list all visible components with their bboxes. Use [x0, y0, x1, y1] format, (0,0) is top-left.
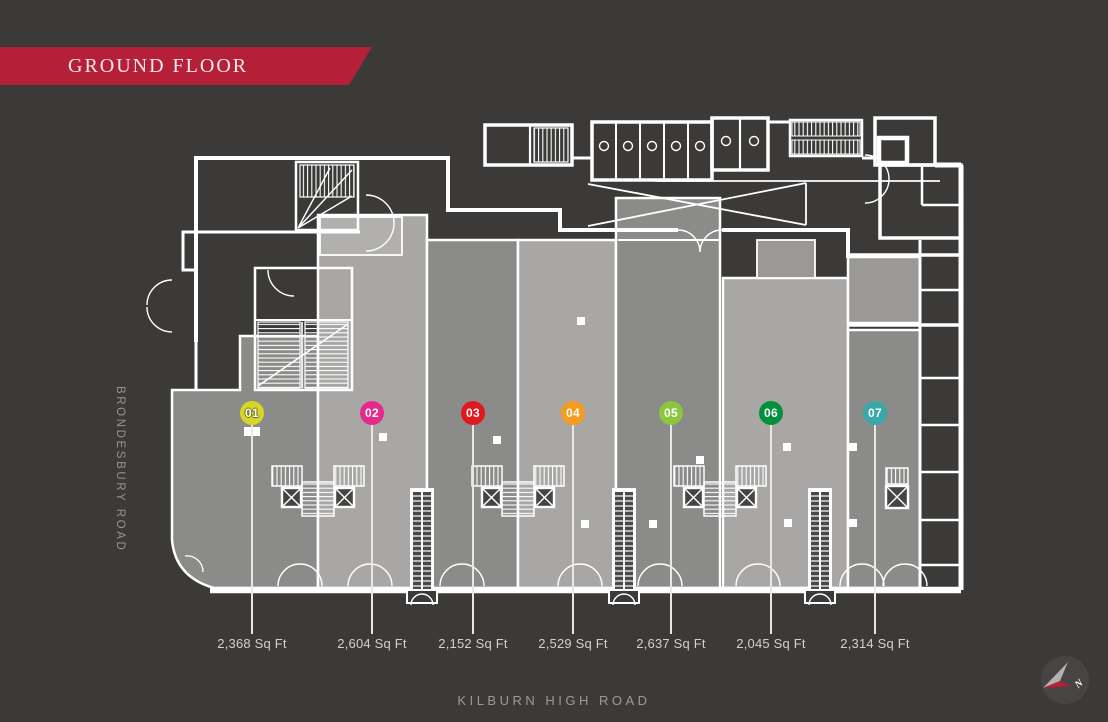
unit-number: 02 [365, 406, 379, 420]
compass-icon: N [1041, 656, 1089, 704]
road-label-brondesbury: BRONDESBURY ROAD [114, 385, 126, 553]
road-label-kilburn: KILBURN HIGH ROAD [457, 693, 651, 708]
floor-title: GROUND FLOOR [68, 54, 249, 77]
unit-badge[interactable]: 04 [561, 401, 585, 425]
unit-area-label: 2,314 Sq Ft [840, 636, 910, 651]
unit-area-label: 2,368 Sq Ft [217, 636, 287, 651]
unit-number: 03 [466, 406, 480, 420]
unit-number: 06 [764, 406, 778, 420]
unit-leader-line [251, 424, 253, 634]
unit-badge[interactable]: 01 [240, 401, 264, 425]
unit-area-label: 2,045 Sq Ft [736, 636, 806, 651]
unit-area-label: 2,604 Sq Ft [337, 636, 407, 651]
unit-badge[interactable]: 07 [863, 401, 887, 425]
unit-leader-line [472, 424, 474, 634]
unit-badge[interactable]: 05 [659, 401, 683, 425]
unit-leader-line [770, 424, 772, 634]
unit-leader-line [572, 424, 574, 634]
unit-badge[interactable]: 03 [461, 401, 485, 425]
unit-badge[interactable]: 02 [360, 401, 384, 425]
unit-number: 04 [566, 406, 580, 420]
unit-leader-line [670, 424, 672, 634]
unit-leader-line [874, 424, 876, 634]
unit-badge[interactable]: 06 [759, 401, 783, 425]
unit-area-label: 2,637 Sq Ft [636, 636, 706, 651]
floor-title-ribbon: GROUND FLOOR [0, 47, 372, 85]
unit-number: 07 [868, 406, 882, 420]
unit-area-label: 2,152 Sq Ft [438, 636, 508, 651]
unit-number: 05 [664, 406, 678, 420]
unit-number: 01 [245, 406, 259, 420]
unit-area-label: 2,529 Sq Ft [538, 636, 608, 651]
unit-leader-line [371, 424, 373, 634]
